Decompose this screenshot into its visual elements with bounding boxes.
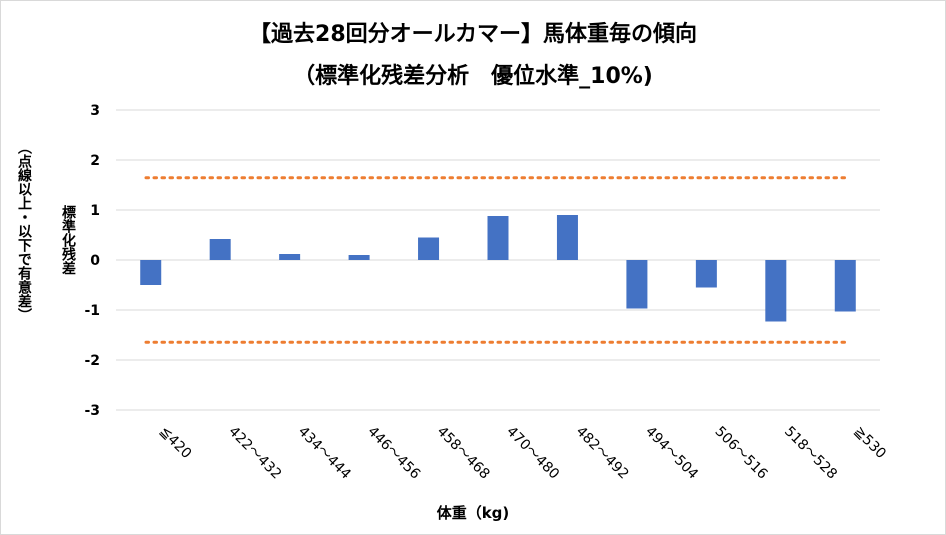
bar <box>140 260 162 285</box>
x-tick-label: 434～444 <box>295 424 354 483</box>
y-axis-note: （点線以上・以下で有意差） <box>16 140 32 322</box>
bar <box>418 237 440 260</box>
y-tick-label: -1 <box>84 303 100 319</box>
x-tick-label: 482～492 <box>573 424 632 483</box>
y-tick-label: 2 <box>90 153 100 169</box>
bar <box>765 260 787 322</box>
x-tick-label: 446～456 <box>364 424 423 483</box>
bar <box>834 260 856 312</box>
y-tick-label: 0 <box>90 253 100 269</box>
x-tick-label: 458～468 <box>434 424 493 483</box>
y-tick-label: -2 <box>84 353 100 369</box>
y-tick-label: -3 <box>84 403 100 419</box>
bar <box>487 216 509 260</box>
bar <box>626 260 648 309</box>
bar <box>279 254 301 260</box>
x-tick-label: ≧530 <box>850 424 889 463</box>
x-tick-label: 494～504 <box>642 424 701 483</box>
x-tick-label: 422～432 <box>225 424 284 483</box>
bar <box>695 260 717 288</box>
chart-title: 【過去28回分オールカマー】馬体重毎の傾向 <box>249 22 697 47</box>
x-tick-label: ≦420 <box>156 424 195 463</box>
bar <box>348 255 370 260</box>
y-tick-label: 1 <box>90 203 100 219</box>
bar <box>209 239 231 260</box>
x-tick-label: 506～516 <box>712 424 771 483</box>
chart-subtitle: （標準化残差分析 優位水準_10%) <box>293 64 653 89</box>
x-tick-label: 470～480 <box>503 424 562 483</box>
y-tick-label: 3 <box>90 103 100 119</box>
x-tick-label: 518～528 <box>781 424 840 483</box>
y-axis-label: 標準化残差 <box>60 205 76 275</box>
bar <box>556 215 578 260</box>
x-axis-label: 体重（kg) <box>436 504 510 522</box>
